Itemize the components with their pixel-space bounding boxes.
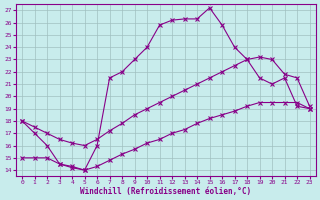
X-axis label: Windchill (Refroidissement éolien,°C): Windchill (Refroidissement éolien,°C) [80,187,252,196]
